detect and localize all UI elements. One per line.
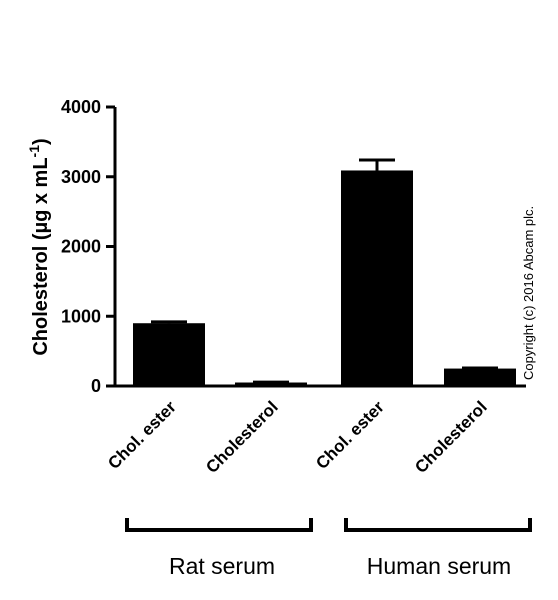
copyright-text: Copyright (c) 2016 Abcam plc.: [521, 206, 536, 380]
y-tick-label: 1000: [61, 306, 101, 326]
y-tick-label: 2000: [61, 237, 101, 257]
y-tick-label: 4000: [61, 97, 101, 117]
x-category-label: Chol. ester: [104, 397, 180, 473]
x-category-label: Cholesterol: [411, 397, 491, 477]
x-labels-group: Chol. ester Cholesterol Chol. ester Cholest…: [104, 397, 491, 477]
group-bracket: [344, 518, 532, 532]
x-category-label: Chol. ester: [312, 397, 388, 473]
group-bracket: [125, 518, 313, 532]
bar: [444, 368, 516, 386]
x-category-label: Cholesterol: [202, 397, 282, 477]
y-tick-label: 0: [91, 376, 101, 396]
y-axis-title-superscript: -1: [26, 145, 42, 158]
y-tick-label: 3000: [61, 167, 101, 187]
y-axis-title: Cholesterol (µg x mL-1): [26, 138, 52, 355]
bar: [235, 382, 307, 386]
y-axis-title-close: ): [30, 138, 52, 145]
bar: [133, 323, 205, 386]
group-label: Rat serum: [169, 553, 275, 579]
y-ticks-group: 0 1000 2000 3000 4000: [61, 97, 115, 396]
bar: [341, 170, 413, 386]
group-brackets: Rat serum Human serum: [125, 518, 532, 579]
y-axis-title-main: Cholesterol (µg x mL: [30, 157, 52, 355]
group-label: Human serum: [367, 553, 511, 579]
bars-group: [133, 158, 516, 386]
